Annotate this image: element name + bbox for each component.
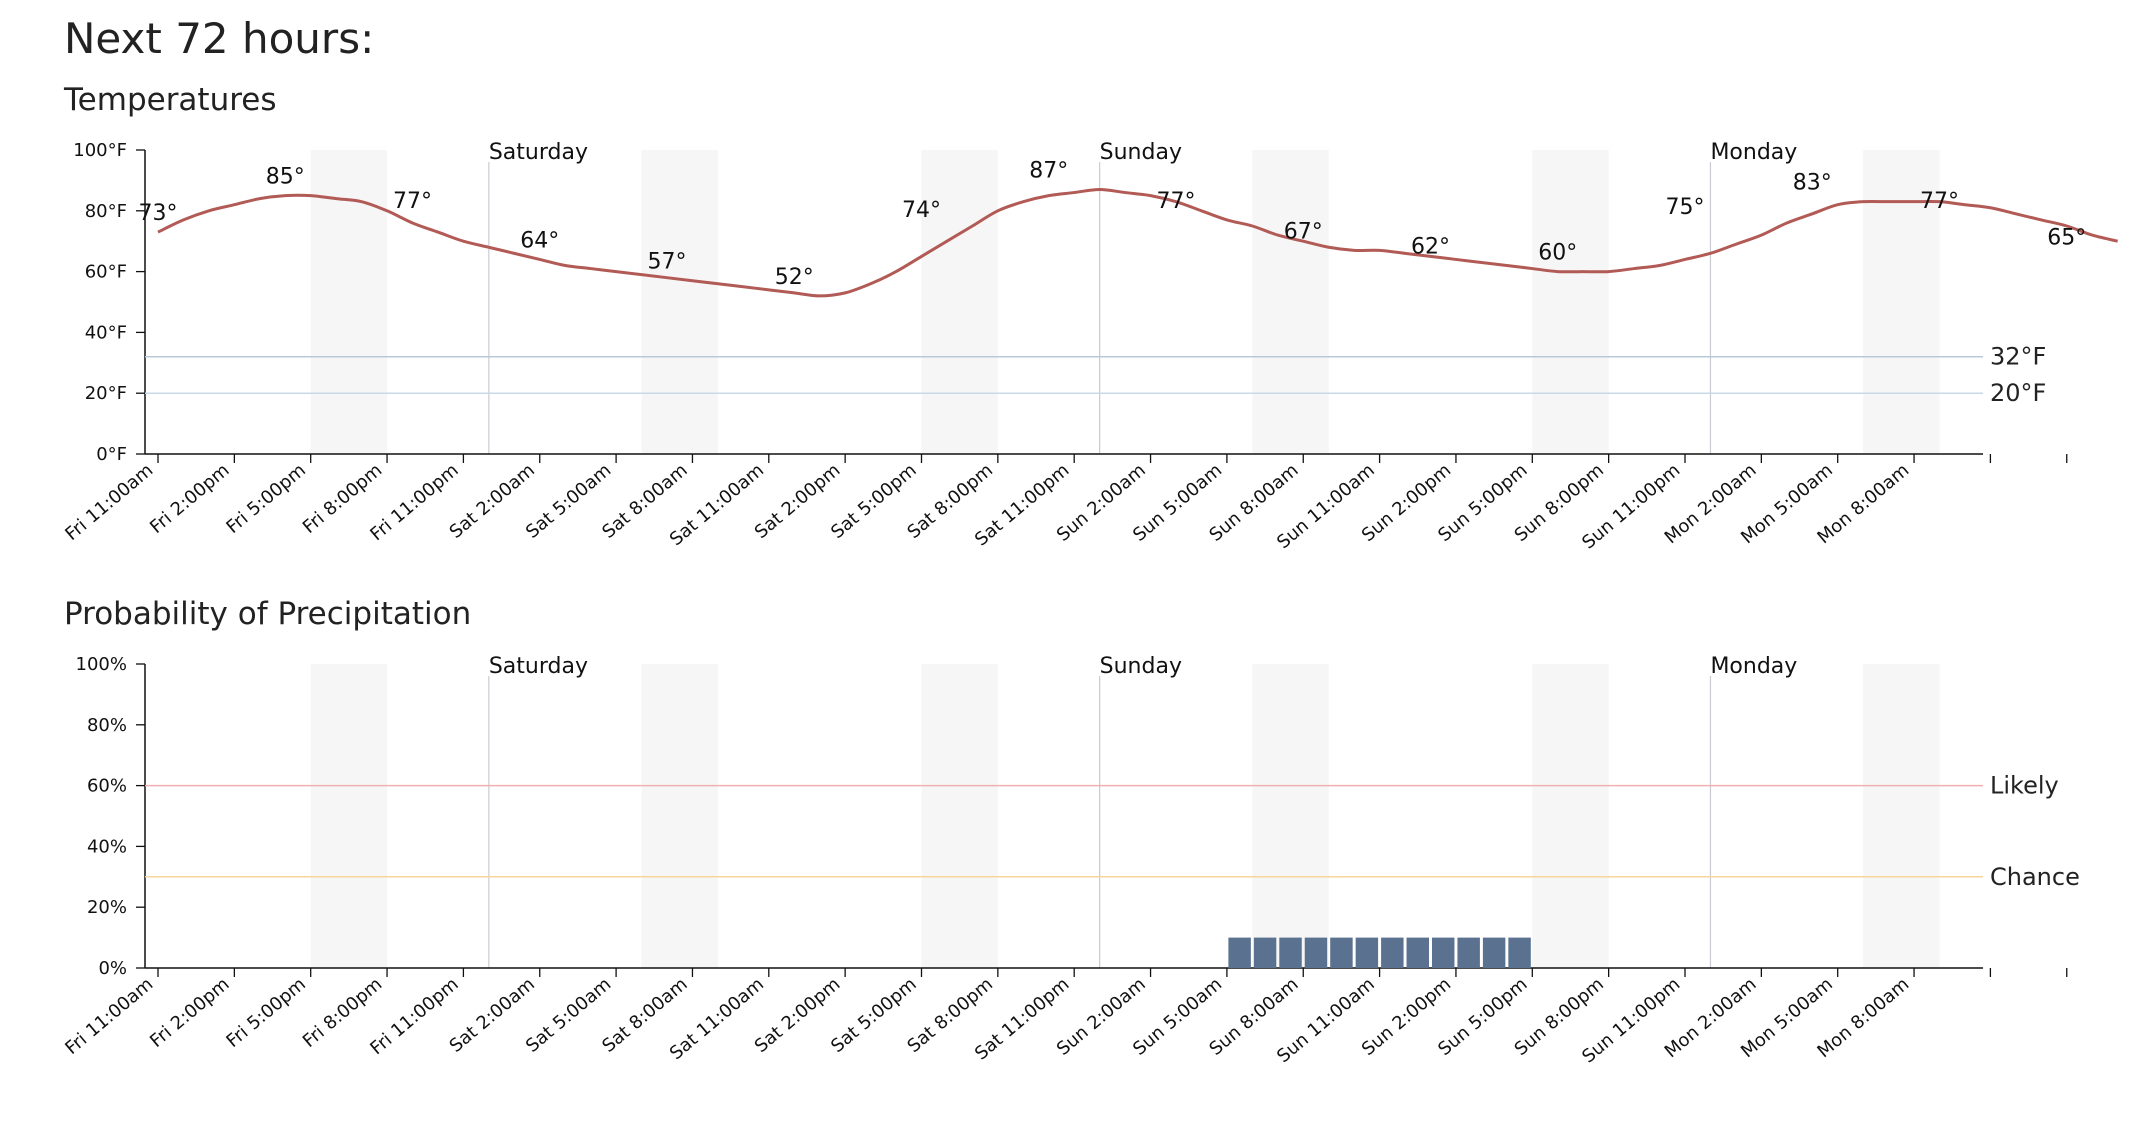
reference-line-label: 32°F	[1990, 343, 2046, 371]
precip-bar	[1508, 937, 1531, 968]
night-band	[1252, 150, 1329, 454]
x-tick-label: Fri 11:00am	[61, 974, 157, 1059]
precip-bar	[1330, 937, 1353, 968]
precip-bar	[1304, 937, 1328, 968]
night-band	[1252, 664, 1329, 968]
day-label: Sunday	[1100, 140, 1182, 165]
y-tick-label: 60%	[87, 776, 127, 797]
temperature-label: 64°	[520, 228, 559, 253]
page-title: Next 72 hours:	[64, 14, 375, 63]
x-tick-label: Fri 5:00pm	[222, 460, 309, 538]
temperature-label: 52°	[775, 265, 814, 290]
y-tick-label: 0°F	[96, 444, 127, 465]
y-tick-label: 100°F	[73, 140, 127, 161]
y-tick-label: 100%	[76, 654, 127, 675]
day-label: Saturday	[489, 140, 588, 165]
reference-line-label: Likely	[1990, 772, 2059, 800]
y-tick-label: 40°F	[85, 322, 127, 343]
night-band	[1863, 664, 1940, 968]
precipitation-chart-title: Probability of Precipitation	[64, 596, 472, 632]
night-band	[1532, 664, 1609, 968]
day-label: Sunday	[1100, 654, 1182, 679]
precip-bar	[1279, 937, 1302, 968]
temperature-chart: Saturday Sunday Monday 0°F 20°F 40°F 60°F 80°F 1…	[61, 140, 2118, 553]
precip-bar	[1253, 937, 1277, 968]
y-tick-label: 20°F	[85, 383, 127, 404]
temperature-label: 83°	[1793, 171, 1832, 196]
x-tick-label: Fri 11:00am	[61, 460, 157, 545]
night-band	[921, 150, 998, 454]
x-tick-label: Fri 2:00pm	[146, 974, 233, 1052]
temperature-label: 75°	[1666, 195, 1705, 220]
y-tick-label: 40%	[87, 836, 127, 857]
precip-bar	[1381, 937, 1404, 968]
reference-line-label: Chance	[1990, 863, 2080, 891]
temperature-label: 85°	[266, 165, 305, 190]
y-tick-label: 20%	[87, 897, 127, 918]
temperature-label: 77°	[1920, 189, 1959, 214]
precip-bar	[1406, 937, 1429, 968]
temperature-label: 87°	[1029, 159, 1068, 184]
temperature-chart-title: Temperatures	[64, 82, 277, 118]
precip-bar	[1457, 937, 1480, 968]
night-band	[641, 150, 718, 454]
precipitation-chart: Saturday Sunday Monday 0% 20% 40% 60% 80% 100% Fr…	[61, 654, 2080, 1067]
day-label: Monday	[1710, 140, 1797, 165]
temperature-label: 62°	[1411, 235, 1450, 260]
temperature-label: 77°	[393, 189, 432, 214]
night-band	[310, 664, 388, 968]
temperature-line	[157, 188, 2118, 298]
y-tick-label: 80°F	[85, 201, 127, 222]
temperature-label: 57°	[648, 250, 687, 275]
precip-bar	[1228, 937, 1251, 968]
day-label: Monday	[1710, 654, 1797, 679]
temperature-label: 60°	[1538, 241, 1577, 266]
day-label: Saturday	[489, 654, 588, 679]
night-band	[1532, 150, 1609, 454]
temperature-label: 67°	[1284, 219, 1323, 244]
temperature-label: 74°	[902, 198, 941, 223]
reference-line-label: 20°F	[1990, 379, 2046, 407]
night-band	[921, 664, 998, 968]
y-tick-label: 80%	[87, 715, 127, 736]
y-tick-label: 60°F	[85, 262, 127, 283]
x-tick-label: Fri 2:00pm	[146, 460, 233, 538]
precip-bar	[1482, 937, 1506, 968]
night-band	[641, 664, 718, 968]
y-tick-label: 0%	[98, 958, 127, 979]
precip-bar	[1432, 937, 1455, 968]
temperature-label: 73°	[139, 201, 178, 226]
temperature-label: 77°	[1157, 189, 1196, 214]
temperature-label: 65°	[2047, 225, 2086, 250]
precip-bar	[1355, 937, 1379, 968]
x-tick-label: Fri 5:00pm	[222, 974, 309, 1052]
